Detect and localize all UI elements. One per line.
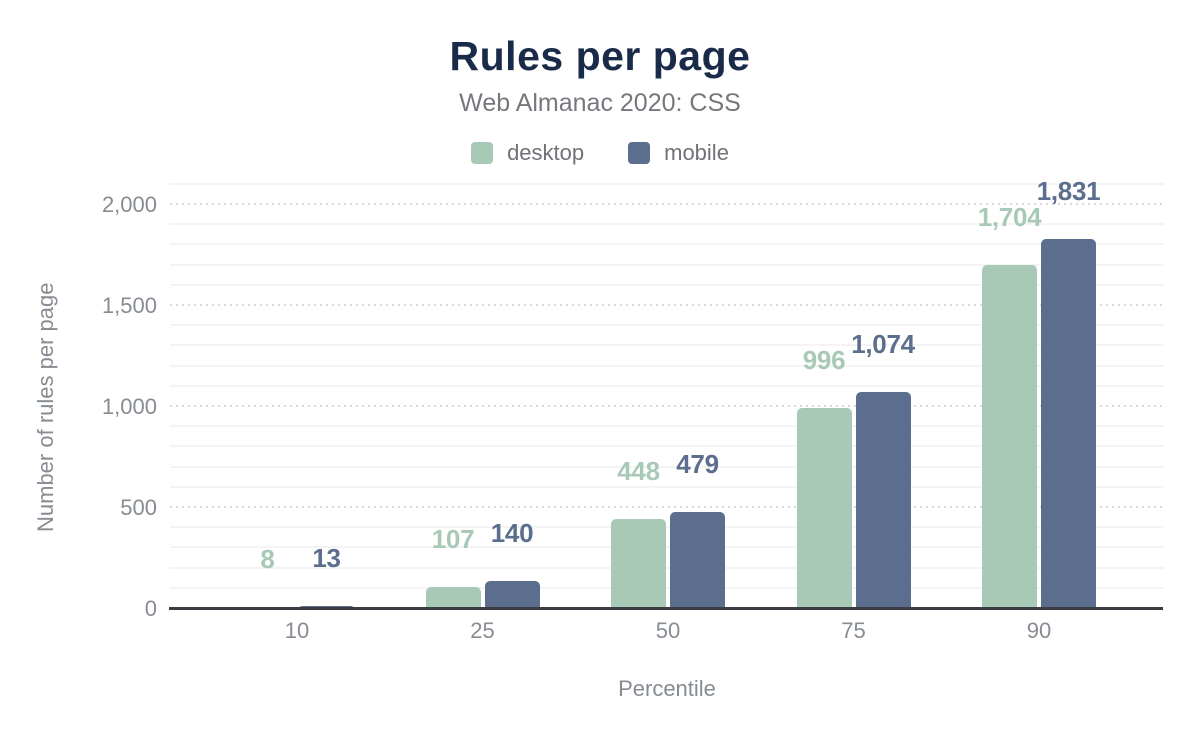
gridline-minor: [170, 324, 1164, 327]
bar-value-label-desktop-p25: 107: [431, 524, 475, 555]
bar-desktop-p90[interactable]: [982, 264, 1037, 609]
gridline-minor: [170, 425, 1164, 428]
legend-label-desktop: desktop: [507, 140, 585, 165]
bar-value-label-mobile-p75: 1,074: [851, 329, 915, 360]
gridline-minor: [170, 465, 1164, 468]
gridline-minor: [170, 546, 1164, 549]
x-axis-title: Percentile: [618, 676, 716, 701]
gridline-major: [170, 304, 1164, 306]
x-tick-label-50: 50: [655, 618, 681, 643]
bar-desktop-p75[interactable]: [796, 407, 852, 609]
gridline-minor: [170, 182, 1164, 185]
gridline-major: [170, 203, 1164, 205]
bar-value-label-desktop-p75: 996: [802, 344, 846, 375]
gridline-major: [170, 405, 1164, 407]
chart-title: Rules per page: [449, 33, 751, 79]
legend-item-desktop[interactable]: desktop: [471, 140, 584, 166]
bar-value-label-mobile-p10: 13: [312, 543, 341, 574]
gridline-minor: [170, 485, 1164, 488]
x-axis-labels: 10 25 50 75 90: [170, 618, 1164, 646]
legend-swatch-desktop-icon: [471, 142, 494, 164]
bar-value-label-desktop-p90: 1,704: [977, 201, 1042, 232]
chart-subtitle: Web Almanac 2020: CSS: [459, 89, 741, 117]
x-tick-label-25: 25: [470, 618, 495, 643]
gridline-minor: [170, 243, 1164, 246]
y-tick-label-1500: 1,500: [101, 293, 157, 318]
y-tick-label-1000: 1,000: [101, 394, 157, 419]
bar-mobile-p75[interactable]: [855, 392, 911, 609]
x-tick-label-10: 10: [284, 618, 310, 643]
legend-item-mobile[interactable]: mobile: [628, 140, 729, 166]
x-tick-label-90: 90: [1026, 618, 1052, 643]
plot-area: 8 13 107 140 448 479 996 1,074 1,704 1,831: [169, 176, 1164, 610]
legend: desktop mobile: [0, 140, 1200, 166]
bar-value-label-desktop-p10: 8: [260, 544, 275, 575]
gridline-minor: [170, 263, 1164, 266]
gridline-major: [170, 506, 1164, 508]
bar-desktop-p25[interactable]: [425, 587, 481, 609]
bar-value-label-desktop-p50: 448: [617, 455, 660, 486]
bar-mobile-p50[interactable]: [670, 512, 725, 609]
bar-desktop-p50[interactable]: [611, 518, 666, 609]
bar-mobile-p90[interactable]: [1041, 239, 1096, 609]
legend-label-mobile: mobile: [664, 140, 729, 165]
bar-value-label-mobile-p50: 479: [676, 449, 719, 480]
y-tick-label-2000: 2,000: [101, 192, 157, 217]
y-tick-label-500: 500: [120, 495, 157, 520]
bar-mobile-p25[interactable]: [484, 580, 540, 609]
gridline-minor: [170, 384, 1164, 387]
x-tick-label-75: 75: [841, 618, 866, 643]
gridline-minor: [170, 283, 1164, 286]
bar-value-label-mobile-p90: 1,831: [1036, 176, 1101, 207]
gridline-minor: [170, 364, 1164, 367]
gridline-minor: [170, 526, 1164, 529]
gridline-minor: [170, 566, 1164, 569]
x-axis-line: [169, 607, 1163, 610]
gridline-minor: [170, 344, 1164, 347]
y-tick-label-0: 0: [144, 596, 157, 621]
gridline-minor: [170, 445, 1164, 448]
gridline-minor: [170, 586, 1164, 589]
gridline-minor: [170, 223, 1164, 226]
bar-value-label-mobile-p25: 140: [490, 517, 534, 548]
legend-swatch-mobile-icon: [628, 142, 651, 164]
